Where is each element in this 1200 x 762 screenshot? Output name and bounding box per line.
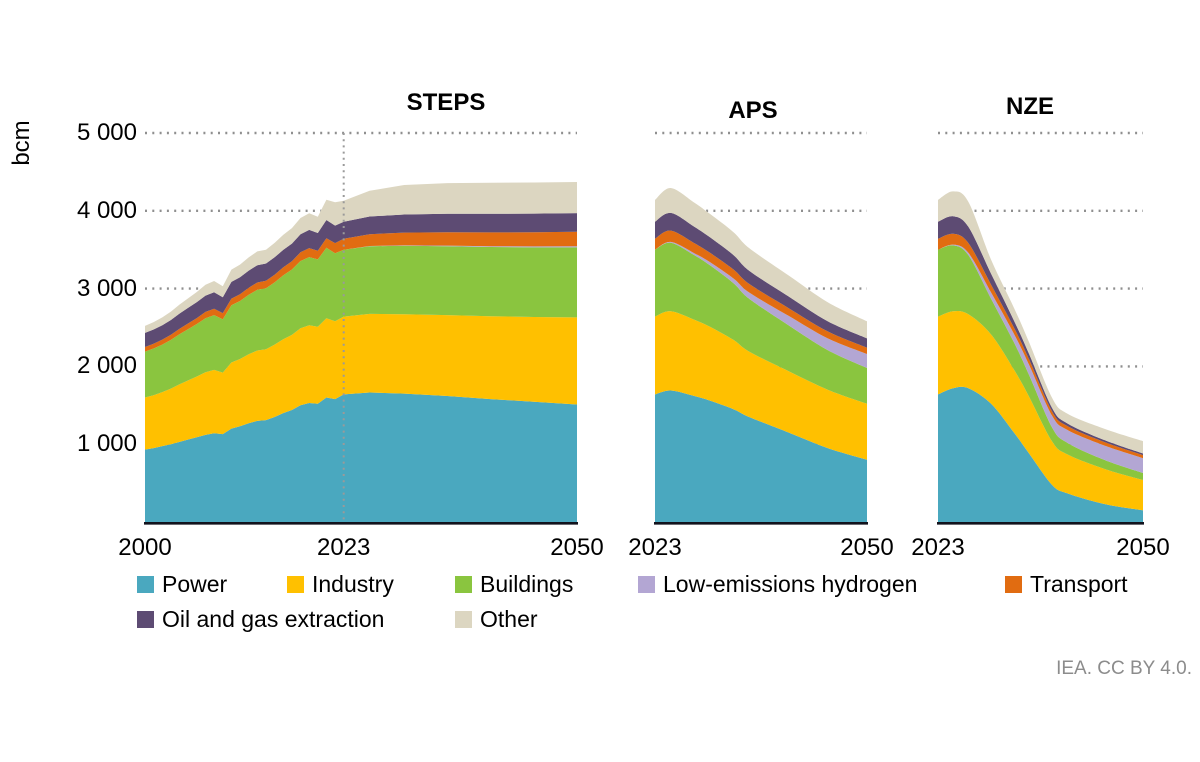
x-tick-NZE-2050: 2050	[1116, 534, 1170, 561]
area-industry	[145, 313, 577, 450]
legend-item-low-emissions-hydrogen: Low-emissions hydrogen	[638, 570, 918, 597]
y-tick-1000: 1 000	[76, 430, 137, 458]
legend-swatch-icon	[455, 575, 472, 593]
y-tick-2000: 2 000	[76, 352, 137, 380]
legend-label: Transport	[1030, 570, 1128, 597]
legend-label: Buildings	[480, 570, 574, 597]
legend-item-other: Other	[455, 605, 538, 632]
area-oil-and-gas-extraction	[938, 216, 1143, 456]
license-credit: IEA. CC BY 4.0.	[1056, 658, 1192, 679]
panel-title-NZE: NZE	[1006, 93, 1054, 120]
area-other	[938, 191, 1143, 454]
area-buildings	[655, 242, 867, 404]
x-tick-STEPS-2023: 2023	[317, 534, 371, 561]
legend-swatch-icon	[137, 610, 154, 628]
legend-item-industry: Industry	[287, 570, 394, 597]
y-tick-3000: 3 000	[76, 274, 137, 302]
x-tick-APS-2023: 2023	[628, 534, 682, 561]
legend-swatch-icon	[137, 575, 154, 593]
area-other	[655, 187, 867, 339]
x-tick-NZE-2023: 2023	[911, 534, 965, 561]
legend-item-power: Power	[137, 570, 228, 597]
area-power	[938, 386, 1143, 522]
x-tick-STEPS-2000: 2000	[118, 534, 172, 561]
legend-label: Low-emissions hydrogen	[663, 570, 918, 597]
area-power	[655, 390, 867, 522]
area-industry	[938, 310, 1143, 511]
area-industry	[655, 311, 867, 460]
area-power	[145, 392, 577, 522]
area-oil-and-gas-extraction	[145, 213, 577, 347]
legend-item-oil-and-gas-extraction: Oil and gas extraction	[137, 605, 385, 632]
area-transport	[145, 231, 577, 352]
y-tick-5000: 5 000	[76, 119, 137, 146]
area-low-emissions-hydrogen	[655, 241, 867, 368]
legend-swatch-icon	[638, 575, 655, 593]
legend-swatch-icon	[455, 610, 472, 628]
legend-item-transport: Transport	[1005, 570, 1128, 597]
y-axis-unit-label: bcm	[8, 120, 35, 166]
area-buildings	[145, 245, 577, 398]
panel-APS	[654, 131, 868, 525]
legend-swatch-icon	[287, 575, 304, 593]
area-transport	[655, 230, 867, 354]
area-buildings	[938, 245, 1143, 480]
legend-label: Industry	[312, 570, 394, 597]
area-other	[145, 182, 577, 333]
y-tick-4000: 4 000	[76, 196, 137, 224]
panel-NZE	[937, 131, 1144, 525]
legend-label: Oil and gas extraction	[162, 605, 385, 632]
panel-title-STEPS: STEPS	[406, 89, 486, 116]
panel-STEPS	[144, 131, 578, 525]
legend-swatch-icon	[1005, 575, 1022, 593]
legend-label: Other	[480, 605, 538, 632]
legend-item-buildings: Buildings	[455, 570, 574, 597]
legend-label: Power	[162, 570, 228, 597]
x-tick-APS-2050: 2050	[840, 534, 894, 561]
x-tick-STEPS-2050: 2050	[550, 534, 604, 561]
panel-title-APS: APS	[728, 97, 778, 124]
area-oil-and-gas-extraction	[655, 212, 867, 348]
